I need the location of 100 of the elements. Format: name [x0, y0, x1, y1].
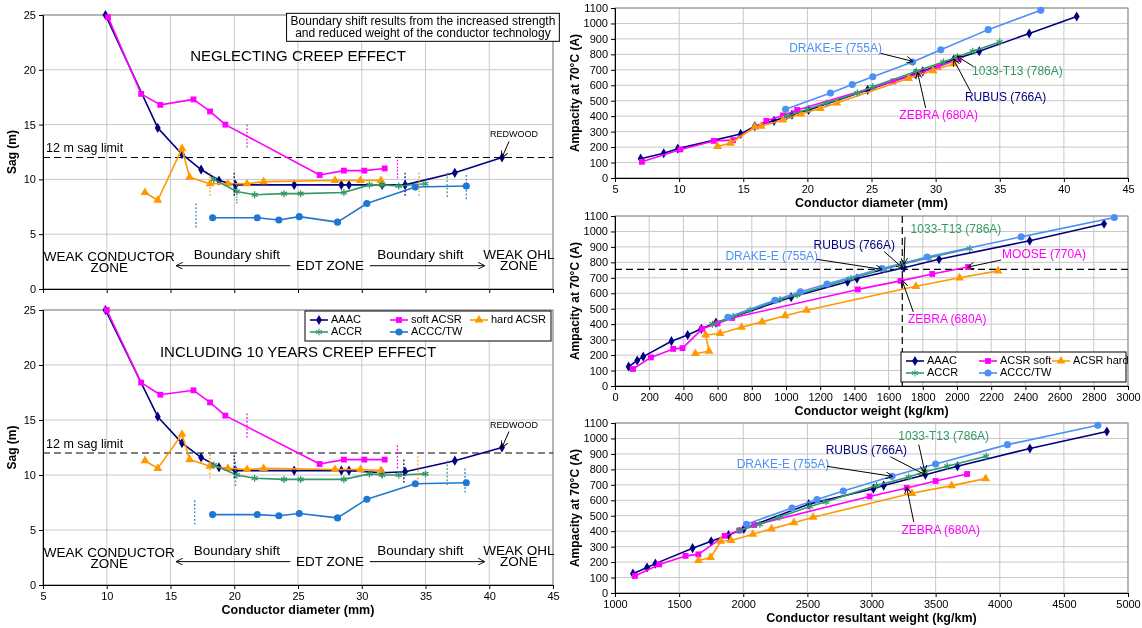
y-tick-label: 25	[23, 9, 36, 22]
y-tick-label: 900	[589, 447, 608, 460]
legend-label: ACCC/TW	[1000, 365, 1052, 378]
annotation: Boundary shift	[377, 246, 464, 262]
x-tick-label: 200	[640, 390, 659, 403]
y-tick-label: 1000	[583, 225, 608, 238]
x-tick-label: 20	[228, 589, 241, 602]
x-tick-label: 40	[483, 589, 496, 602]
annotation: 1033-T13 (786A)	[910, 222, 1002, 237]
y-tick-label: 1000	[583, 17, 608, 30]
annotation: Boundary shift results from the increased strength and reduced weight of the conductor technology	[290, 14, 556, 41]
y-tick-label: 700	[589, 478, 608, 491]
y-tick-label: 600	[589, 287, 608, 300]
y-tick-label: 25	[23, 304, 36, 317]
x-tick-label: 1400	[842, 390, 868, 403]
annotation: RUBUS (766A)	[813, 237, 895, 252]
annotation: REDWOOD	[490, 129, 539, 140]
x-tick-label: 2800	[1082, 390, 1107, 403]
x-tick-label: 1800	[911, 390, 936, 403]
x-tick-label: 25	[292, 589, 305, 602]
x-tick-label: 30	[356, 589, 369, 602]
x-tick-label: 45	[547, 589, 560, 602]
x-tick-label: 1500	[667, 597, 692, 610]
y-tick-label: 400	[589, 318, 608, 331]
annotation: RUBUS (766A)	[964, 89, 1047, 104]
x-tick-label: 35	[994, 182, 1007, 195]
text: INCLUDING 10 YEARS CREEP EFFECT	[159, 342, 437, 360]
y-axis-title: Ampacity at 70°C (A)	[568, 33, 582, 153]
x-tick-label: 4000	[988, 597, 1013, 610]
x-tick-label: 30	[930, 182, 943, 195]
x-axis-title: Conductor diameter (mm)	[795, 196, 948, 210]
y-tick-label: 200	[589, 349, 608, 362]
y-tick-label: 0	[601, 172, 608, 185]
y-tick-label: 100	[589, 156, 608, 169]
x-tick-label: 20	[801, 182, 814, 195]
y-tick-label: 800	[589, 463, 608, 476]
y-tick-label: 100	[589, 364, 608, 377]
y-tick-label: 900	[589, 240, 608, 253]
legend-label: ACCR	[927, 365, 959, 378]
y-tick-label: 300	[589, 333, 608, 346]
x-tick-label: 1600	[876, 390, 902, 403]
y-tick-label: 0	[29, 579, 36, 592]
y-tick-label: 10	[23, 173, 36, 186]
x-tick-label: 25	[865, 182, 879, 195]
text: NEGLECTING CREEP EFFECT	[190, 47, 406, 65]
x-tick-label: 2400	[1013, 390, 1039, 403]
x-tick-label: 400	[674, 390, 694, 403]
legend-label: AAAC	[331, 312, 362, 325]
y-tick-label: 800	[589, 48, 608, 61]
y-tick-label: 400	[589, 525, 608, 538]
x-tick-label: 3500	[923, 597, 949, 610]
x-tick-label: 3000	[859, 597, 885, 610]
legend-label: AAAC	[927, 353, 958, 366]
y-axis-title: Ampacity at 70°C (A)	[568, 241, 582, 361]
x-tick-label: 0	[612, 390, 619, 403]
y-tick-label: 1000	[583, 432, 608, 445]
annotation: EDT ZONE	[296, 553, 365, 569]
x-tick-label: 2000	[731, 597, 756, 610]
x-tick-label: 2500	[795, 597, 821, 610]
y-tick-label: 5	[29, 228, 36, 241]
y-tick-label: 15	[23, 118, 36, 131]
y-tick-label: 600	[589, 79, 608, 92]
legend-label: ACCR	[331, 324, 363, 337]
y-tick-label: 20	[23, 63, 36, 76]
annotation: EDT ZONE	[296, 257, 365, 273]
y-axis-title: Sag (m)	[5, 129, 19, 175]
annotation: ZEBRA (680A)	[907, 312, 987, 327]
x-tick-label: 15	[164, 589, 178, 602]
y-tick-label: 10	[23, 469, 36, 482]
y-tick-label: 900	[589, 32, 608, 45]
x-tick-label: 5	[40, 589, 47, 602]
y-tick-label: 500	[589, 509, 608, 522]
x-tick-label: 10	[673, 182, 686, 195]
y-tick-label: 200	[589, 556, 608, 569]
annotation: DRAKE-E (755A)	[736, 457, 830, 472]
y-tick-label: 200	[589, 141, 608, 154]
annotation: ZEBRA (680A)	[901, 523, 981, 538]
annotation: WEAK OHL ZONE	[483, 246, 555, 273]
y-tick-label: 300	[589, 125, 608, 138]
y-tick-label: 700	[589, 63, 608, 76]
legend-label: ACSR soft	[1000, 353, 1052, 366]
x-axis-title: Conductor weight (kg/km)	[794, 404, 949, 418]
x-tick-label: 35	[419, 589, 433, 602]
y-tick-label: 700	[589, 271, 608, 284]
x-tick-label: 15	[737, 182, 750, 195]
annotation: REDWOOD	[490, 419, 539, 430]
y-tick-label: 1100	[584, 2, 608, 15]
y-tick-label: 400	[589, 110, 608, 123]
annotation: Boundary shift	[377, 542, 464, 558]
x-tick-label: 10	[101, 589, 114, 602]
annotation: DRAKE-E (755A)	[725, 249, 819, 264]
x-tick-label: 2200	[979, 390, 1004, 403]
y-tick-label: 600	[589, 494, 608, 507]
legend-label: hard ACSR	[491, 312, 547, 325]
x-tick-label: 600	[708, 390, 728, 403]
y-tick-label: 1100	[584, 417, 608, 430]
annotation: MOOSE (770A)	[1002, 247, 1087, 262]
annotation: Boundary shift	[193, 542, 281, 558]
x-tick-label: 40	[1058, 182, 1071, 195]
x-tick-label: 2000	[945, 390, 970, 403]
